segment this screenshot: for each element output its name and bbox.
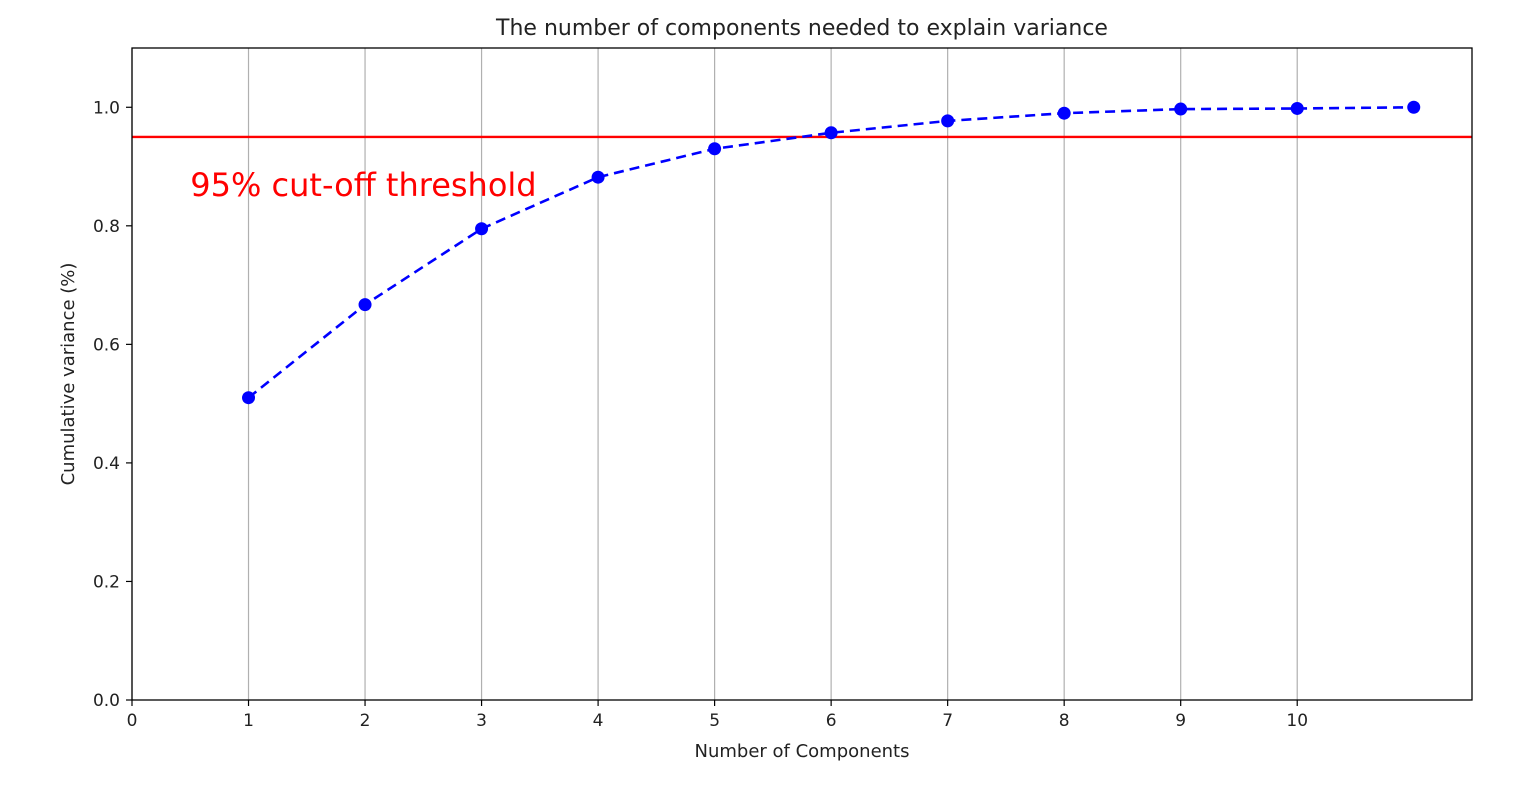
y-tick-label-0.6: 0.6 <box>93 335 120 355</box>
data-point-10 <box>1290 101 1304 115</box>
data-point-5 <box>708 142 722 156</box>
x-tick-label-0: 0 <box>127 711 138 731</box>
x-tick-label-4: 4 <box>593 711 604 731</box>
y-tick-label-0.4: 0.4 <box>93 454 120 474</box>
x-tick-label-10: 10 <box>1286 711 1308 731</box>
x-tick-label-9: 9 <box>1175 711 1186 731</box>
threshold-label: 95% cut-off threshold <box>190 166 536 204</box>
x-tick-label-5: 5 <box>709 711 720 731</box>
y-axis-label: Cumulative variance (%) <box>58 263 79 486</box>
data-point-9 <box>1174 102 1188 116</box>
x-tick-label-3: 3 <box>476 711 487 731</box>
x-axis-ticks: 0 1 2 3 4 5 6 7 8 9 10 <box>127 700 1308 731</box>
data-point-7 <box>941 114 955 128</box>
x-axis-label: Number of Components <box>695 741 910 762</box>
threshold: 95% cut-off threshold <box>132 135 1472 204</box>
x-tick-label-2: 2 <box>360 711 371 731</box>
y-tick-label-0.8: 0.8 <box>93 217 120 237</box>
chart-title: The number of components needed to expla… <box>495 16 1108 41</box>
data-point-11 <box>1407 100 1421 114</box>
x-tick-label-8: 8 <box>1059 711 1070 731</box>
series-line <box>247 106 1414 399</box>
data-point-4 <box>591 170 605 184</box>
y-axis-ticks: 0.0 0.2 0.4 0.6 0.8 1.0 <box>93 98 132 711</box>
data-point-6 <box>824 126 838 140</box>
x-tick-label-7: 7 <box>942 711 953 731</box>
y-tick-label-0.0: 0.0 <box>93 691 120 711</box>
y-tick-label-1.0: 1.0 <box>93 98 120 118</box>
y-tick-label-0.2: 0.2 <box>93 572 120 592</box>
series-cumulative-variance <box>242 100 1421 405</box>
data-point-1 <box>242 391 256 405</box>
plot-frame <box>131 47 1473 701</box>
data-point-3 <box>475 222 489 236</box>
data-point-8 <box>1057 106 1071 120</box>
data-point-2 <box>358 298 372 312</box>
x-tick-label-1: 1 <box>243 711 254 731</box>
x-tick-label-6: 6 <box>826 711 837 731</box>
grid-lines <box>131 48 1298 700</box>
